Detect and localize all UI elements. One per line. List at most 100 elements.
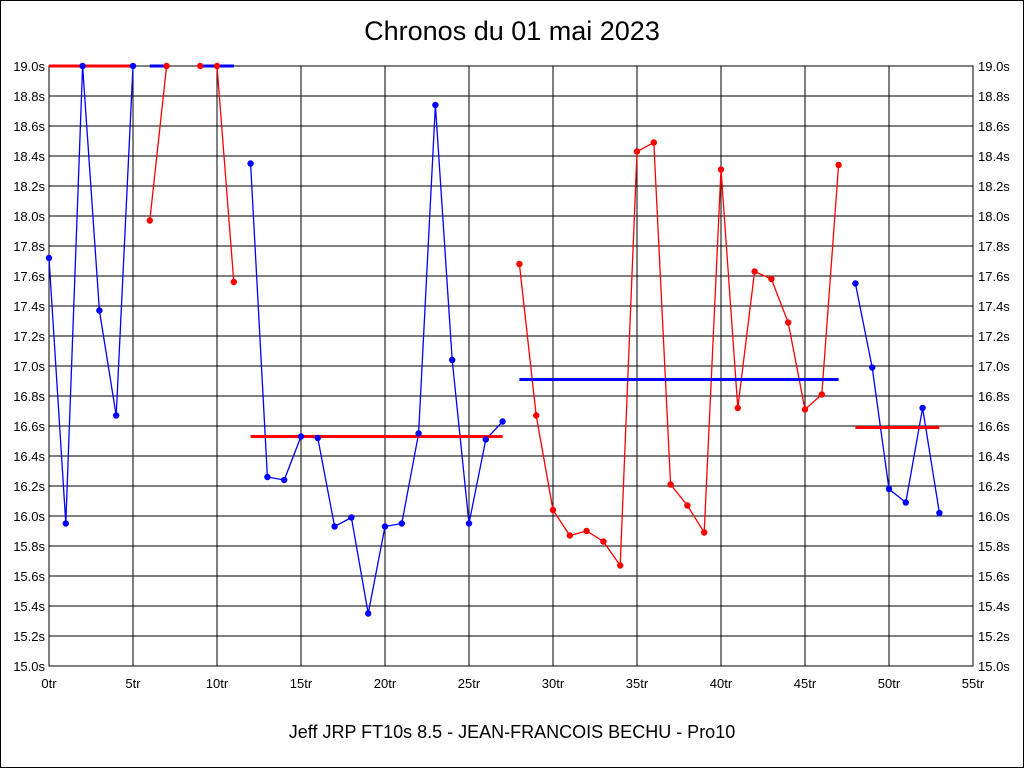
y-tick-label-left: 16.6s [13, 419, 45, 434]
y-tick-label-right: 17.4s [978, 299, 1010, 314]
y-tick-label-left: 15.4s [13, 599, 45, 614]
data-point [583, 527, 590, 535]
data-point [62, 520, 69, 527]
data-point [499, 418, 506, 425]
y-tick-label-right: 15.8s [978, 539, 1010, 554]
data-point [247, 160, 254, 167]
data-point [449, 356, 456, 364]
y-tick-label-left: 17.6s [13, 269, 45, 284]
y-tick-label-right: 16.8s [978, 389, 1010, 404]
data-point [936, 509, 943, 517]
y-tick-label-right: 15.0s [978, 659, 1010, 674]
data-point [96, 307, 103, 314]
y-tick-label-right: 18.4s [978, 149, 1010, 164]
y-tick-label-left: 17.0s [13, 359, 45, 374]
y-tick-label-left: 18.8s [13, 89, 45, 104]
data-point [734, 404, 741, 412]
data-point [801, 406, 809, 413]
y-tick-label-left: 17.8s [13, 239, 45, 254]
y-tick-label-left: 17.4s [13, 299, 45, 314]
y-tick-label-right: 18.6s [978, 119, 1010, 134]
y-tick-label-left: 16.2s [13, 479, 45, 494]
data-point [146, 217, 153, 224]
data-point [650, 139, 657, 146]
x-tick-label: 20tr [374, 676, 397, 691]
series-line-3 [249, 104, 504, 614]
x-tick-label: 10tr [206, 676, 229, 691]
data-point [197, 62, 204, 70]
data-point [684, 502, 691, 509]
series-line-5 [854, 283, 941, 514]
x-tick-label: 5tr [125, 676, 141, 691]
y-tick-label-left: 18.6s [13, 119, 45, 134]
data-point [549, 506, 557, 514]
series-line-1 [149, 65, 168, 221]
data-point [381, 523, 389, 530]
y-tick-label-left: 19.0s [13, 59, 45, 74]
y-tick-label-right: 16.0s [978, 509, 1010, 524]
x-tick-label: 50tr [878, 676, 901, 691]
y-tick-label-left: 16.8s [13, 389, 45, 404]
data-point [667, 481, 674, 488]
data-point [297, 433, 305, 440]
y-tick-label-left: 15.2s [13, 629, 45, 644]
data-point [415, 430, 422, 437]
y-tick-label-left: 18.4s [13, 149, 45, 164]
data-point [365, 610, 372, 617]
data-point [163, 62, 170, 70]
y-tick-label-left: 16.4s [13, 449, 45, 464]
y-tick-label-right: 17.6s [978, 269, 1010, 284]
x-tick-label: 55tr [962, 676, 985, 691]
data-point [129, 62, 137, 70]
y-tick-label-right: 18.8s [978, 89, 1010, 104]
y-tick-label-left: 18.0s [13, 209, 45, 224]
y-tick-label-left: 17.2s [13, 329, 45, 344]
data-point [113, 412, 120, 419]
data-point [432, 101, 439, 109]
data-point [482, 436, 489, 443]
y-tick-label-right: 18.0s [978, 209, 1010, 224]
y-tick-label-right: 15.4s [978, 599, 1010, 614]
y-tick-label-left: 15.0s [13, 659, 45, 674]
y-tick-label-right: 16.2s [978, 479, 1010, 494]
series-line-0 [48, 65, 134, 524]
data-point [633, 148, 641, 155]
data-point [835, 161, 842, 169]
data-point [516, 260, 523, 268]
chart-footer: Jeff JRP FT10s 8.5 - JEAN-FRANCOIS BECHU… [288, 722, 736, 742]
y-tick-label-right: 18.2s [978, 179, 1010, 194]
data-point [314, 434, 321, 442]
data-point [902, 499, 909, 506]
y-tick-label-right: 15.6s [978, 569, 1010, 584]
x-tick-label: 25tr [458, 676, 481, 691]
data-point [869, 364, 876, 371]
data-point [768, 275, 775, 283]
y-tick-label-right: 17.0s [978, 359, 1010, 374]
y-tick-label-left: 16.0s [13, 509, 45, 524]
y-tick-label-right: 17.2s [978, 329, 1010, 344]
x-tick-label: 15tr [290, 676, 313, 691]
data-point [885, 485, 893, 493]
data-point [717, 166, 725, 173]
y-tick-label-left: 15.8s [13, 539, 45, 554]
data-point [701, 529, 708, 536]
data-point [281, 476, 288, 484]
data-point [230, 278, 237, 286]
data-point [465, 520, 473, 527]
x-tick-label: 40tr [710, 676, 733, 691]
x-tick-label: 45tr [794, 676, 817, 691]
y-tick-label-right: 16.4s [978, 449, 1010, 464]
data-point [600, 538, 607, 545]
data-point [919, 404, 926, 412]
data-point [45, 254, 53, 262]
data-point [852, 280, 859, 287]
y-tick-label-left: 15.6s [13, 569, 45, 584]
y-tick-label-right: 15.2s [978, 629, 1010, 644]
y-tick-label-right: 16.6s [978, 419, 1010, 434]
data-point [213, 62, 221, 70]
chart-title: Chronos du 01 mai 2023 [364, 16, 660, 46]
y-tick-label-right: 19.0s [978, 59, 1010, 74]
data-point [348, 514, 355, 521]
data-point [751, 268, 758, 275]
